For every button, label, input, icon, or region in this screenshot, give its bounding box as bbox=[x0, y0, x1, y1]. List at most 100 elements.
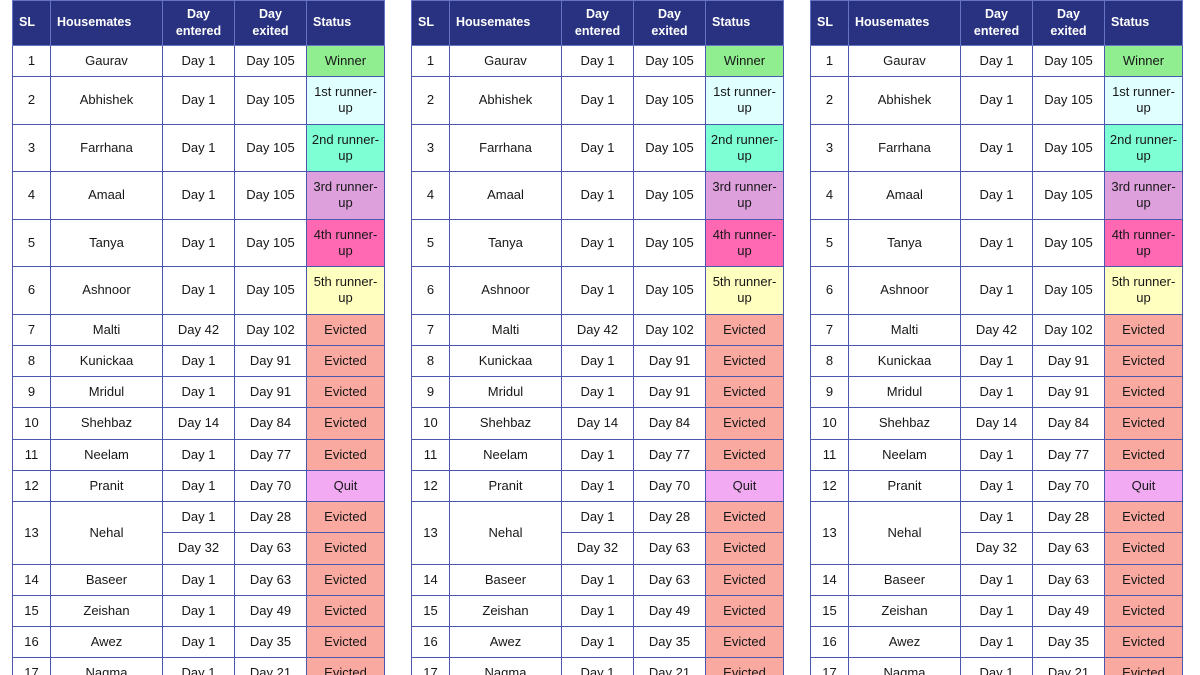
cell-day-exited: Day 102 bbox=[633, 313, 706, 346]
cell-status: 5th runner-up bbox=[306, 266, 385, 315]
table-row: 8 Kunickaa Day 1 Day 91 Evicted bbox=[810, 344, 1183, 378]
cell-status: Evicted bbox=[306, 375, 385, 409]
cell-day-exited: Day 35 bbox=[633, 625, 706, 659]
table-row: 4 Amaal Day 1 Day 105 3rd runner-up bbox=[810, 171, 1183, 220]
cell-day-exited: Day 63 bbox=[1032, 532, 1105, 565]
cell-day-exited: Day 105 bbox=[1032, 76, 1105, 125]
cell-day-exited: Day 63 bbox=[633, 532, 706, 565]
cell-day-exited: Day 91 bbox=[234, 375, 307, 409]
cell-sl: 16 bbox=[12, 625, 51, 659]
cell-housemate: Tanya bbox=[50, 218, 163, 267]
column-header-status: Status bbox=[705, 0, 784, 46]
table-row: 17 Nagma Day 1 Day 21 Evicted bbox=[810, 657, 1183, 675]
table-row: 11 Neelam Day 1 Day 77 Evicted bbox=[810, 438, 1183, 471]
cell-status: Evicted bbox=[705, 657, 784, 675]
cell-day-entered: Day 42 bbox=[162, 313, 235, 346]
cell-status: Evicted bbox=[306, 532, 385, 565]
cell-day-exited: Day 70 bbox=[633, 469, 706, 503]
cell-status: Quit bbox=[306, 469, 385, 503]
cell-housemate: Baseer bbox=[848, 563, 961, 596]
cell-day-entered: Day 1 bbox=[162, 171, 235, 220]
header-row: SL Housemates Day entered Day exited Status bbox=[12, 0, 385, 46]
cell-status: Evicted bbox=[1104, 313, 1183, 346]
cell-sl: 4 bbox=[810, 171, 849, 220]
table-row: 17 Nagma Day 1 Day 21 Evicted bbox=[411, 657, 784, 675]
cell-housemate: Pranit bbox=[848, 469, 961, 503]
cell-day-entered: Day 1 bbox=[960, 657, 1033, 675]
cell-housemate: Amaal bbox=[449, 171, 562, 220]
table-row: 12 Pranit Day 1 Day 70 Quit bbox=[810, 469, 1183, 503]
cell-housemate: Nagma bbox=[50, 657, 163, 675]
cell-housemate: Shehbaz bbox=[50, 407, 163, 440]
cell-sl: 15 bbox=[12, 594, 51, 628]
cell-status: 3rd runner-up bbox=[705, 171, 784, 220]
cell-status: 5th runner-up bbox=[705, 266, 784, 315]
table-row: 15 Zeishan Day 1 Day 49 Evicted bbox=[411, 594, 784, 628]
cell-day-entered: Day 1 bbox=[162, 123, 235, 172]
cell-day-entered: Day 1 bbox=[960, 344, 1033, 378]
cell-sl: 7 bbox=[810, 313, 849, 346]
cell-housemate: Awez bbox=[848, 625, 961, 659]
cell-status: 4th runner-up bbox=[1104, 218, 1183, 267]
cell-status: Evicted bbox=[306, 438, 385, 471]
cell-day-entered: Day 32 bbox=[162, 532, 235, 565]
cell-housemate: Abhishek bbox=[50, 76, 163, 125]
cell-day-entered: Day 1 bbox=[162, 625, 235, 659]
cell-status: Evicted bbox=[306, 563, 385, 596]
cell-day-exited: Day 91 bbox=[1032, 375, 1105, 409]
cell-sl: 11 bbox=[12, 438, 51, 471]
column-header-day-exited: Day exited bbox=[633, 0, 706, 46]
cell-sl: 7 bbox=[12, 313, 51, 346]
cell-sl: 1 bbox=[810, 44, 849, 78]
cell-sl: 13 bbox=[411, 501, 450, 565]
cell-sl: 4 bbox=[12, 171, 51, 220]
cell-housemate: Kunickaa bbox=[50, 344, 163, 378]
cell-sl: 12 bbox=[411, 469, 450, 503]
cell-day-entered: Day 1 bbox=[960, 218, 1033, 267]
cell-sl: 14 bbox=[411, 563, 450, 596]
cell-housemate: Ashnoor bbox=[449, 266, 562, 315]
column-header-sl: SL bbox=[810, 0, 849, 46]
cell-day-entered: Day 1 bbox=[561, 344, 634, 378]
cell-day-exited: Day 70 bbox=[234, 469, 307, 503]
cell-status: Evicted bbox=[306, 625, 385, 659]
housemates-table-3: SL Housemates Day entered Day exited Status … bbox=[810, 0, 1183, 675]
cell-day-entered: Day 1 bbox=[561, 218, 634, 267]
cell-sl: 13 bbox=[810, 501, 849, 565]
cell-day-exited: Day 105 bbox=[234, 123, 307, 172]
table-row: 5 Tanya Day 1 Day 105 4th runner-up bbox=[810, 218, 1183, 267]
cell-status: Winner bbox=[705, 44, 784, 78]
table-row: 8 Kunickaa Day 1 Day 91 Evicted bbox=[12, 344, 385, 378]
cell-status: 4th runner-up bbox=[306, 218, 385, 267]
cell-housemate: Nehal bbox=[848, 501, 961, 565]
cell-day-exited: Day 28 bbox=[633, 500, 706, 534]
cell-day-entered: Day 1 bbox=[561, 266, 634, 315]
cell-sl: 8 bbox=[12, 344, 51, 378]
table-row: 15 Zeishan Day 1 Day 49 Evicted bbox=[12, 594, 385, 628]
cell-status: Evicted bbox=[306, 313, 385, 346]
cell-day-exited: Day 28 bbox=[234, 500, 307, 534]
cell-status: 1st runner-up bbox=[306, 76, 385, 125]
table-row: 7 Malti Day 42 Day 102 Evicted bbox=[12, 313, 385, 346]
cell-day-entered: Day 1 bbox=[162, 76, 235, 125]
cell-housemate: Neelam bbox=[449, 438, 562, 471]
column-header-status: Status bbox=[306, 0, 385, 46]
cell-status: Winner bbox=[306, 44, 385, 78]
cell-day-entered: Day 1 bbox=[960, 563, 1033, 596]
header-row: SL Housemates Day entered Day exited Status bbox=[810, 0, 1183, 46]
cell-day-exited: Day 49 bbox=[1032, 594, 1105, 628]
cell-day-exited: Day 105 bbox=[1032, 123, 1105, 172]
cell-housemate: Shehbaz bbox=[848, 407, 961, 440]
cell-day-entered: Day 1 bbox=[561, 625, 634, 659]
housemates-table-2: SL Housemates Day entered Day exited Status … bbox=[411, 0, 784, 675]
cell-sl: 12 bbox=[810, 469, 849, 503]
cell-status: Evicted bbox=[705, 594, 784, 628]
cell-day-exited: Day 84 bbox=[234, 407, 307, 440]
cell-housemate: Kunickaa bbox=[449, 344, 562, 378]
cell-day-exited: Day 105 bbox=[234, 76, 307, 125]
cell-day-exited: Day 105 bbox=[633, 123, 706, 172]
cell-sl: 1 bbox=[12, 44, 51, 78]
cell-sl: 6 bbox=[12, 266, 51, 315]
cell-day-exited: Day 63 bbox=[234, 563, 307, 596]
